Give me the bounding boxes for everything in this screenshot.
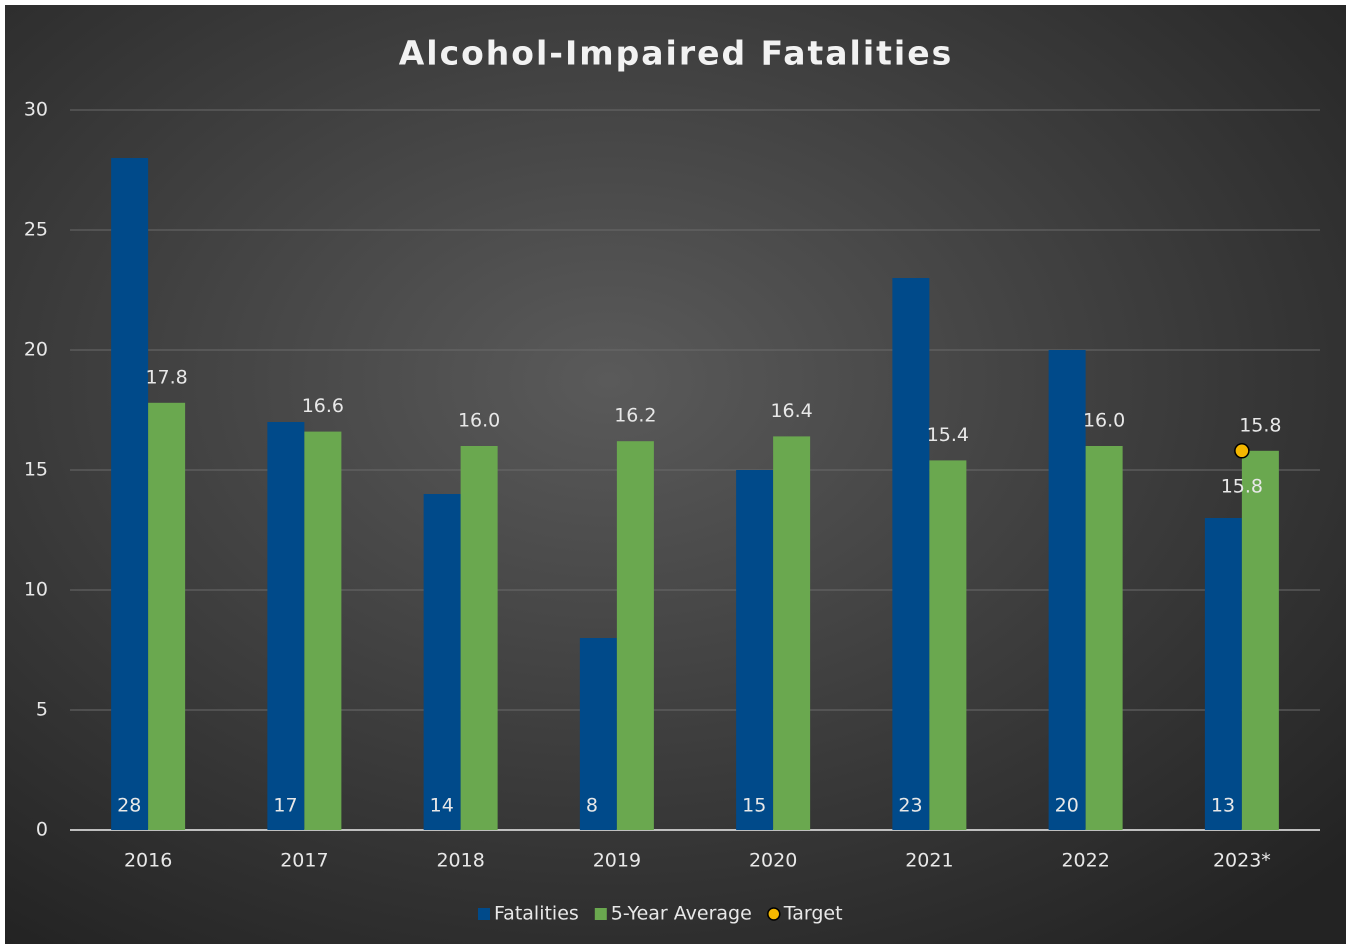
data-label: 15.8 [1221,475,1263,497]
y-tick-label: 5 [36,699,48,721]
y-tick-label: 25 [24,219,48,241]
data-label: 16.2 [614,405,656,427]
x-tick-label: 2023* [1213,850,1271,872]
background [5,5,1346,944]
y-tick-label: 20 [24,339,48,361]
y-tick-label: 30 [24,99,48,121]
bar [892,278,930,830]
bar [304,431,342,830]
bar [579,638,617,830]
data-label: 20 [1055,795,1079,817]
x-tick-label: 2022 [1061,850,1109,872]
x-tick-label: 2019 [593,850,641,872]
y-tick-label: 10 [24,579,48,601]
bar [929,460,967,830]
bar [1085,446,1123,830]
bar [1048,350,1086,830]
bar [111,158,149,830]
data-label: 28 [117,795,141,817]
bar [267,422,305,830]
y-tick-label: 15 [24,459,48,481]
data-label: 15.4 [927,424,969,446]
data-label: 15.8 [1239,414,1281,436]
bar [616,441,654,830]
x-tick-label: 2018 [436,850,484,872]
bar [148,402,186,830]
data-label: 17.8 [145,366,187,388]
x-tick-label: 2020 [749,850,797,872]
bar [736,470,774,830]
x-tick-label: 2016 [124,850,172,872]
data-label: 15 [742,795,766,817]
data-label: 16.6 [302,395,344,417]
data-label: 13 [1211,795,1235,817]
x-tick-label: 2017 [280,850,328,872]
target-marker [1234,443,1250,459]
bar [773,436,811,830]
legend-swatch [594,908,607,920]
data-label: 16.4 [770,400,812,422]
data-label: 14 [430,795,454,817]
legend-label: Fatalities [494,903,579,925]
x-tick-label: 2021 [905,850,953,872]
legend-swatch [478,908,490,920]
bar [423,494,461,830]
data-label: 8 [586,795,598,817]
data-label: 17 [273,795,297,817]
bar [460,446,498,830]
y-tick-label: 0 [36,819,48,841]
legend-marker [767,907,781,921]
data-label: 23 [898,795,922,817]
bar [1204,518,1242,830]
chart-title: Alcohol-Impaired Fatalities [399,34,954,73]
bar [1241,450,1279,830]
data-label: 16.0 [1083,410,1125,432]
data-label: 16.0 [458,410,500,432]
legend-label: 5-Year Average [611,903,752,925]
legend-label: Target [783,903,843,925]
